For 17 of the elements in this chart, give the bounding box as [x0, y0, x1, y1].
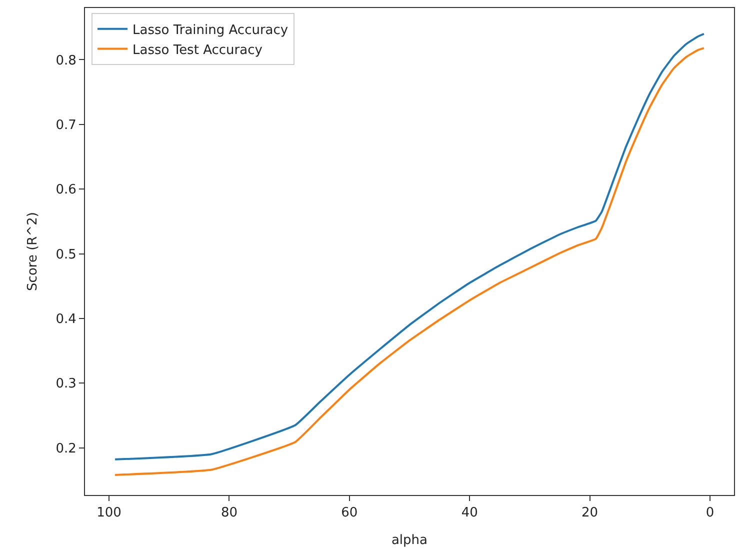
y-tick-label: 0.4 — [56, 312, 76, 327]
x-tick-label: 100 — [96, 506, 122, 521]
y-tick-label: 0.3 — [56, 376, 76, 392]
legend-label: Lasso Test Accuracy — [132, 42, 263, 58]
x-tick-label: 80 — [220, 506, 238, 521]
y-tick-label: 0.5 — [56, 247, 76, 262]
x-tick-label: 60 — [341, 506, 358, 521]
y-tick-label: 0.8 — [56, 53, 76, 68]
y-tick-label: 0.2 — [56, 441, 76, 456]
x-tick-label: 0 — [706, 506, 714, 521]
legend-label: Lasso Training Accuracy — [132, 22, 288, 38]
y-tick-label: 0.7 — [56, 118, 76, 133]
x-axis-title: alpha — [391, 533, 428, 548]
x-tick-label: 20 — [582, 506, 598, 521]
y-axis-title: Score (R^2) — [26, 212, 41, 291]
y-tick-label: 0.6 — [56, 182, 76, 198]
x-tick-label: 40 — [461, 506, 478, 521]
